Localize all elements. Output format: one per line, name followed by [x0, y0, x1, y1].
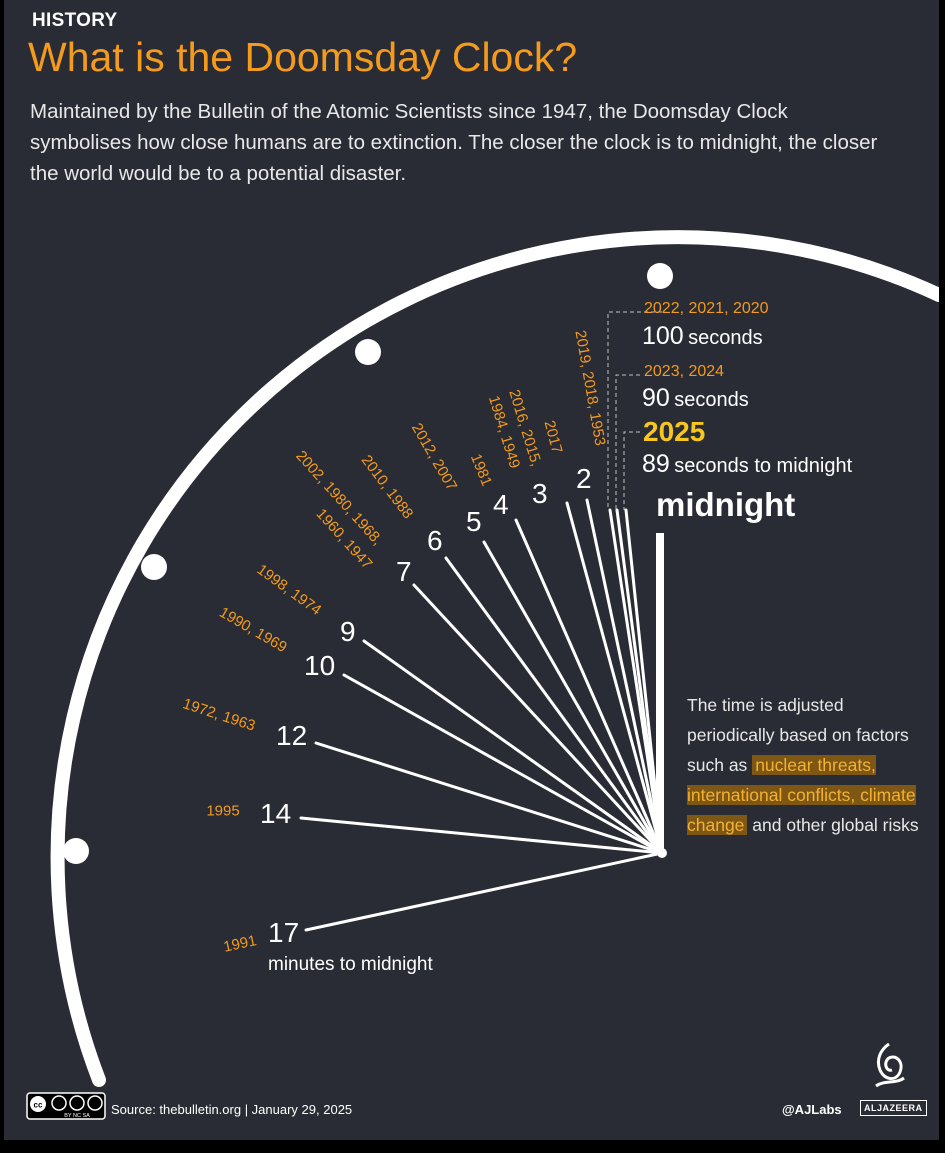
minutes-unit: minutes to midnight: [268, 954, 433, 975]
dashed-guide: [615, 374, 640, 510]
minutes-3: 3: [532, 478, 548, 509]
label-90-seconds: 90 seconds: [642, 384, 749, 413]
intro-text: Maintained by the Bulletin of the Atomic…: [30, 100, 878, 185]
section-label: HISTORY: [32, 10, 118, 31]
seconds-unit: seconds to midnight: [674, 455, 853, 477]
seconds-unit: seconds: [688, 327, 763, 349]
clock-dot: [141, 554, 167, 580]
minutes-12: 12: [276, 720, 308, 751]
adjustment-note: The time is adjusted periodically based …: [687, 690, 927, 840]
minutes-10: 10: [304, 650, 336, 681]
aljazeera-logo-icon: [875, 1042, 905, 1088]
hand-5-minutes: [482, 540, 664, 855]
source-line: Source: thebulletin.org | January 29, 20…: [111, 1102, 353, 1117]
years-100-seconds: 2022, 2021, 2020: [644, 300, 769, 317]
brand-wordmark: ALJAZEERA: [860, 1100, 927, 1116]
clock-center: [657, 848, 667, 858]
dashed-guide: [607, 311, 662, 510]
hand-6-minutes: [444, 556, 664, 855]
minutes-5: 5: [466, 506, 482, 537]
minutes-7: 7: [396, 556, 412, 587]
minutes-4: 4: [493, 489, 509, 520]
minutes-2: 2: [576, 463, 592, 494]
clock-dot: [647, 263, 673, 289]
seconds-value: 90: [642, 384, 670, 412]
minutes-9: 9: [340, 616, 356, 647]
hand-10-minutes: [342, 673, 664, 855]
year-2025: 2025: [643, 416, 706, 447]
label-100-seconds: 100 seconds: [642, 322, 763, 351]
hand-2-minutes: [585, 498, 664, 855]
svg-text:cc: cc: [34, 1101, 43, 1110]
years-90-seconds: 2023, 2024: [644, 363, 725, 380]
years-14-minutes: 1995: [206, 802, 240, 820]
minutes-14: 14: [260, 798, 292, 829]
note-text-end: and other global risks: [752, 815, 919, 835]
page-title: What is the Doomsday Clock?: [28, 34, 578, 80]
seconds-value: 89: [642, 450, 670, 478]
hand-12-minutes: [314, 741, 664, 855]
hand-14-minutes: [299, 816, 664, 855]
hand-3-minutes: [565, 501, 664, 855]
minutes-6: 6: [427, 525, 443, 556]
cc-license-icon: cc BY NC SA: [26, 1092, 106, 1120]
seconds-value: 100: [642, 322, 684, 350]
clock-illustration: [50, 230, 939, 1087]
seconds-unit: seconds: [674, 389, 749, 411]
note-text: The time is adjusted periodically based …: [687, 695, 909, 775]
dashed-guide: [623, 431, 640, 510]
infographic: HISTORY What is the Doomsday Clock? Main…: [4, 0, 939, 1140]
cc-license-text: BY NC SA: [64, 1113, 90, 1119]
hand-89-seconds: [624, 508, 664, 855]
clock-face-arc: [50, 230, 939, 1087]
minutes-17: 17: [268, 917, 300, 948]
hand-9-minutes: [362, 639, 664, 855]
midnight-label: midnight: [656, 486, 796, 523]
clock-dot: [355, 339, 381, 365]
hand-7-minutes: [412, 583, 664, 855]
clock-dot: [63, 838, 89, 864]
hand-4-minutes: [514, 518, 664, 855]
label-89-seconds: 89 seconds to midnight: [642, 450, 852, 479]
hand-17-minutes: [304, 851, 664, 932]
credit: @AJLabs: [782, 1102, 842, 1117]
